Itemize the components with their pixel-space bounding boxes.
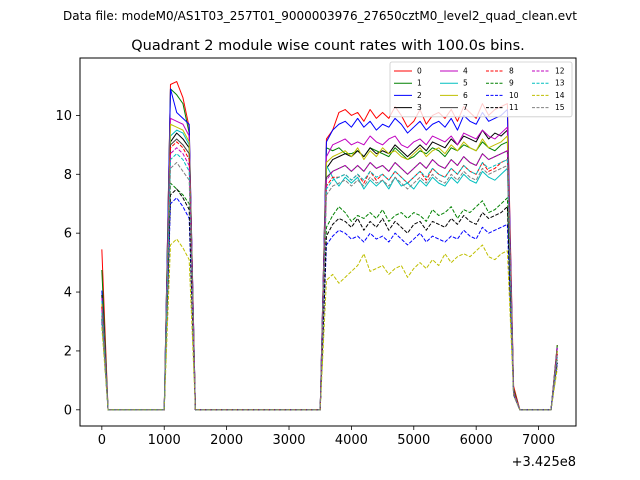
legend-label-8: 8 bbox=[509, 67, 514, 76]
series-line-14 bbox=[101, 238, 558, 411]
x-tick-label: 2000 bbox=[210, 433, 243, 448]
y-tick-label: 4 bbox=[64, 286, 72, 301]
series-line-10 bbox=[101, 197, 558, 411]
x-tick-label: 5000 bbox=[397, 433, 430, 448]
x-tick-label: 7000 bbox=[522, 433, 555, 448]
series-line-4 bbox=[101, 117, 558, 411]
series-line-1 bbox=[101, 88, 558, 411]
x-axis: 0 1000 2000 3000 4000 5000 6000 7000 bbox=[98, 426, 555, 448]
series-line-5 bbox=[101, 129, 558, 411]
series-lines bbox=[101, 81, 558, 411]
legend-label-15: 15 bbox=[555, 103, 565, 112]
series-line-11 bbox=[101, 188, 558, 411]
x-tick-label: 3000 bbox=[272, 433, 305, 448]
legend-label-4: 4 bbox=[463, 67, 468, 76]
y-tick-label: 6 bbox=[64, 227, 72, 242]
legend-label-13: 13 bbox=[555, 79, 565, 88]
legend-label-10: 10 bbox=[509, 91, 519, 100]
series-line-13 bbox=[101, 153, 558, 411]
plot-frame bbox=[79, 57, 577, 427]
series-line-15 bbox=[101, 162, 558, 411]
y-tick-label: 8 bbox=[64, 168, 72, 183]
legend-label-2: 2 bbox=[417, 91, 422, 100]
series-line-6 bbox=[101, 123, 558, 411]
legend-label-11: 11 bbox=[509, 103, 519, 112]
x-tick-label: 0 bbox=[98, 433, 106, 448]
legend-label-1: 1 bbox=[417, 79, 422, 88]
legend-label-14: 14 bbox=[555, 91, 565, 100]
chart-title: Quadrant 2 module wise count rates with … bbox=[131, 38, 525, 54]
y-tick-label: 2 bbox=[64, 344, 72, 359]
legend-label-7: 7 bbox=[463, 103, 468, 112]
x-axis-offset-label: +3.425e8 bbox=[512, 455, 576, 470]
series-line-12 bbox=[101, 147, 558, 411]
x-tick-label: 1000 bbox=[148, 433, 181, 448]
chart-suptitle: Data file: modeM0/AS1T03_257T01_90000039… bbox=[63, 9, 577, 23]
legend-label-9: 9 bbox=[509, 79, 514, 88]
legend-label-3: 3 bbox=[417, 103, 422, 112]
x-tick-label: 4000 bbox=[335, 433, 368, 448]
legend-label-12: 12 bbox=[555, 67, 565, 76]
legend-label-6: 6 bbox=[463, 91, 468, 100]
y-tick-label: 10 bbox=[55, 109, 72, 124]
legend-box bbox=[389, 61, 573, 118]
y-tick-label: 0 bbox=[64, 403, 72, 418]
legend-label-0: 0 bbox=[417, 67, 422, 76]
x-tick-label: 6000 bbox=[460, 433, 493, 448]
y-axis: 0 2 4 6 8 10 bbox=[55, 109, 80, 418]
legend-label-5: 5 bbox=[463, 79, 468, 88]
